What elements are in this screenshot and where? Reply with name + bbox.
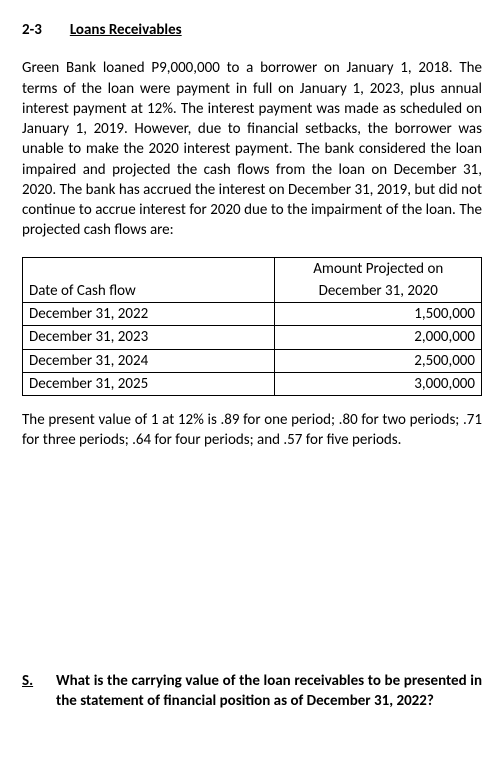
table-header-amount-line2: December 31, 2020 [275,280,482,303]
table-header-row: Date of Cash flow Amount Projected on [23,257,482,280]
cell-amount: 1,500,000 [275,303,482,326]
problem-paragraph: Green Bank loaned P9,000,000 to a borrow… [22,58,482,240]
section-header: 2-3 Loans Receivables [22,20,482,40]
cell-date: December 31, 2022 [23,303,275,326]
cell-date: December 31, 2025 [23,372,275,395]
cell-amount: 2,500,000 [275,349,482,372]
table-header-date: Date of Cash flow [23,257,275,303]
table-row: December 31, 2024 2,500,000 [23,349,482,372]
cell-date: December 31, 2023 [23,326,275,349]
cell-date: December 31, 2024 [23,349,275,372]
table-row: December 31, 2025 3,000,000 [23,372,482,395]
question-letter: S. [22,671,38,712]
question-text: What is the carrying value of the loan r… [56,671,482,712]
cell-amount: 3,000,000 [275,372,482,395]
section-number: 2-3 [22,20,42,40]
section-title: Loans Receivables [70,20,182,40]
cell-amount: 2,000,000 [275,326,482,349]
cashflow-table: Date of Cash flow Amount Projected on De… [22,257,482,397]
table-row: December 31, 2023 2,000,000 [23,326,482,349]
table-row: December 31, 2022 1,500,000 [23,303,482,326]
question-block: S. What is the carrying value of the loa… [22,671,482,712]
table-header-amount-line1: Amount Projected on [275,257,482,280]
present-value-note: The present value of 1 at 12% is .89 for… [22,410,482,451]
